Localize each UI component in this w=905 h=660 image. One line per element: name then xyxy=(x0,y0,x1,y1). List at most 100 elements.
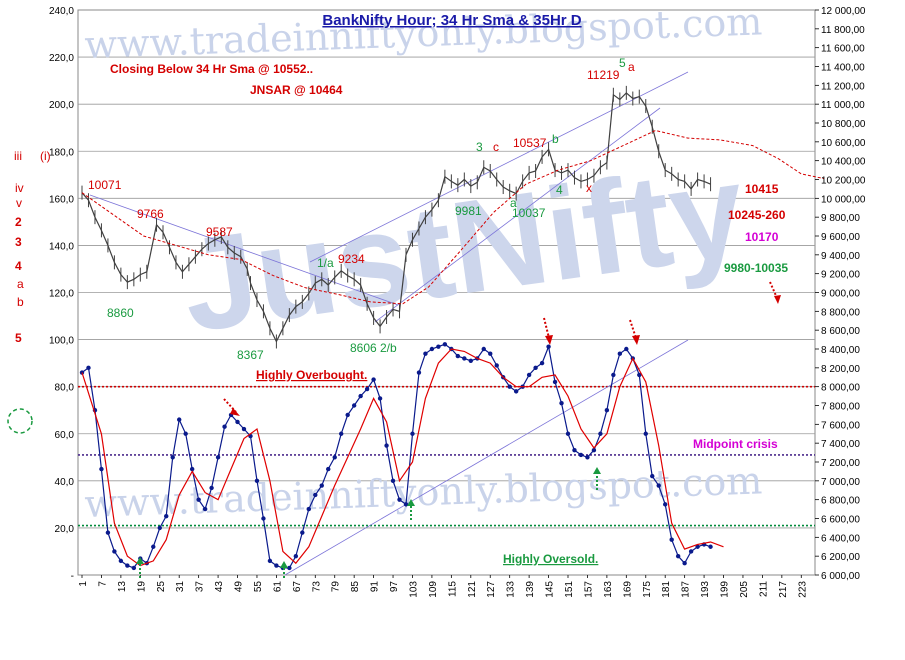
price-11219: 11219 xyxy=(587,68,620,82)
indicator-point xyxy=(319,483,324,488)
right-label-10415: 10415 xyxy=(745,182,779,196)
indicator-point xyxy=(488,351,493,356)
left-tick-label: - xyxy=(71,571,74,582)
indicator-point xyxy=(572,448,577,453)
x-tick-label: 73 xyxy=(311,581,322,593)
left-tick-label: 220,0 xyxy=(49,53,74,64)
right-tick-label: 9 400,00 xyxy=(821,251,860,262)
right-tick-label: 10 600,00 xyxy=(821,138,866,149)
x-tick-label: 13 xyxy=(117,581,128,593)
arrowhead-green-4 xyxy=(593,467,601,474)
wave-1a: 1/a xyxy=(317,256,334,270)
right-tick-label: 9 600,00 xyxy=(821,232,860,243)
channel-upper xyxy=(309,71,689,263)
x-tick-label: 67 xyxy=(292,581,303,593)
indicator-point xyxy=(241,426,247,432)
right-tick-label: 8 400,00 xyxy=(821,345,860,356)
right-tick-label: 7 200,00 xyxy=(821,458,860,469)
channel-left-down xyxy=(89,194,399,306)
left-tick-label: 100,0 xyxy=(49,336,74,347)
wave-iv: iv xyxy=(15,181,24,195)
indicator-point xyxy=(462,356,467,361)
price-8606: 8606 xyxy=(350,341,377,355)
indicator-point xyxy=(151,544,156,549)
indicator-point xyxy=(351,403,357,408)
right-tick-label: 6 400,00 xyxy=(821,533,860,544)
arrowhead-red-2 xyxy=(545,335,553,345)
indicator-point xyxy=(468,358,473,363)
x-tick-label: 25 xyxy=(156,581,167,593)
right-tick-label: 11 800,00 xyxy=(821,25,865,36)
wave-3: 3 xyxy=(15,235,22,249)
indicator-point xyxy=(222,424,227,429)
x-tick-label: 19 xyxy=(136,581,147,593)
right-tick-label: 11 600,00 xyxy=(821,44,865,55)
left-tick-label: 160,0 xyxy=(49,194,74,205)
indicator-point xyxy=(177,417,182,422)
right-tick-label: 10 200,00 xyxy=(821,176,866,187)
indicator-point xyxy=(637,372,642,378)
price-9981: 9981 xyxy=(455,204,482,218)
indicator-point xyxy=(533,365,538,371)
indicator-point xyxy=(371,377,376,382)
indicator-point xyxy=(112,549,117,554)
x-tick-label: 79 xyxy=(331,581,342,593)
x-tick-label: 109 xyxy=(428,581,439,598)
indicator-point xyxy=(643,431,648,436)
indicator-point xyxy=(326,466,331,472)
price-9234: 9234 xyxy=(338,252,365,266)
wave-4: 4 xyxy=(15,259,22,273)
right-tick-label: 8 200,00 xyxy=(821,364,860,375)
marker-circle xyxy=(7,408,33,434)
closing-text: Closing Below 34 Hr Sma @ 10552.. xyxy=(110,62,313,76)
wave-iii: iii xyxy=(14,149,22,163)
price-9587: 9587 xyxy=(206,225,233,239)
indicator-point xyxy=(267,558,273,564)
indicator-point xyxy=(663,502,668,507)
indicator-point xyxy=(429,346,435,352)
indicator-point xyxy=(578,452,584,458)
indicator-point xyxy=(118,558,124,564)
indicator-point xyxy=(105,530,111,535)
indicator-point xyxy=(403,502,409,507)
indicator-point xyxy=(423,351,428,356)
arrowhead-green-3 xyxy=(407,499,415,506)
arrowhead-green-2 xyxy=(280,561,288,568)
arrowhead-red-3 xyxy=(632,335,640,345)
indicator-point xyxy=(306,506,311,512)
indicator-point xyxy=(332,455,337,460)
wave-a-left: a xyxy=(17,277,24,291)
price-9766: 9766 xyxy=(137,207,164,221)
indicator-point xyxy=(131,565,137,571)
right-tick-label: 10 800,00 xyxy=(821,119,866,130)
right-label-10245: 10245-260 xyxy=(728,208,786,222)
left-tick-label: 200,0 xyxy=(49,100,74,111)
indicator-point xyxy=(682,561,687,566)
x-tick-label: 127 xyxy=(486,581,497,598)
indicator-point xyxy=(688,549,694,554)
x-tick-label: 211 xyxy=(758,581,769,597)
right-tick-label: 8 000,00 xyxy=(821,383,860,394)
left-tick-label: 40,0 xyxy=(55,477,75,488)
indicator-point xyxy=(189,466,195,472)
x-tick-label: 199 xyxy=(720,581,731,598)
indicator-point xyxy=(604,408,610,413)
indicator-point xyxy=(617,351,623,356)
indicator-point xyxy=(339,431,344,436)
wave-3: 3 xyxy=(476,140,483,154)
wave-c: c xyxy=(493,140,499,154)
x-tick-label: 91 xyxy=(370,581,381,593)
indicator-point xyxy=(513,389,519,394)
x-tick-label: 85 xyxy=(350,581,361,593)
indicator-point xyxy=(416,370,422,375)
series-line-0 xyxy=(81,92,711,343)
price-10037: 10037 xyxy=(512,206,546,220)
indicator-point xyxy=(313,492,318,498)
price-10537: 10537 xyxy=(513,136,547,150)
right-tick-label: 6 200,00 xyxy=(821,552,860,563)
indicator-point xyxy=(99,466,104,472)
midpoint-label: Midpoint crisis xyxy=(693,437,778,451)
x-tick-label: 115 xyxy=(447,581,458,597)
indicator-trendline xyxy=(284,339,689,576)
right-tick-label: 7 000,00 xyxy=(821,477,860,488)
